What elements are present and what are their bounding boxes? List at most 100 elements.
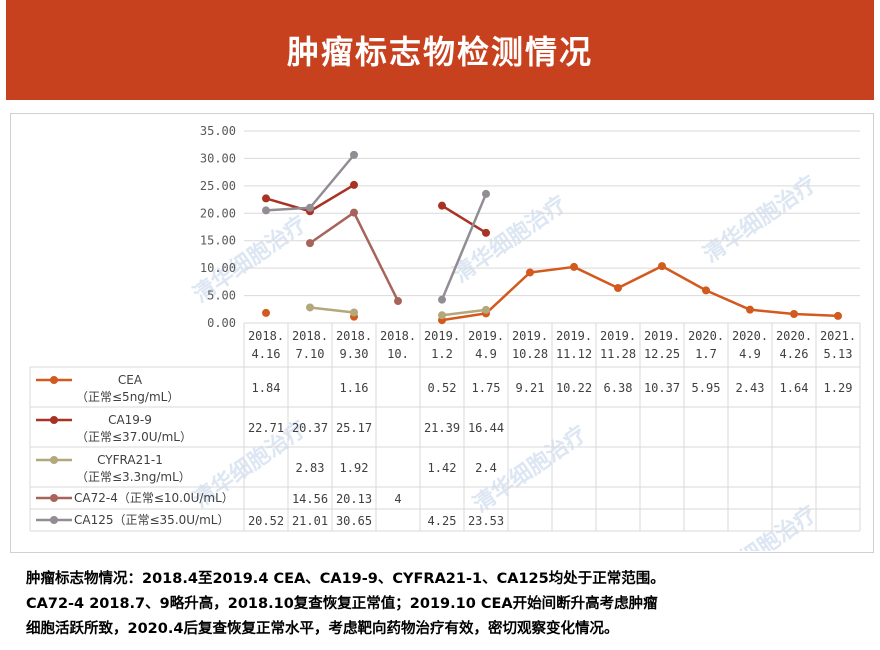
data-label-0: 1.16 bbox=[340, 381, 369, 395]
data-label-0: 1.84 bbox=[252, 381, 281, 395]
page-title: 肿瘤标志物检测情况 bbox=[286, 33, 593, 71]
data-point-2 bbox=[438, 311, 446, 320]
legend-marker-4 bbox=[50, 516, 58, 524]
y-tick-label: 35.00 bbox=[200, 124, 236, 138]
x-tick-label: 2019. bbox=[468, 329, 504, 343]
data-label-2: 2.83 bbox=[296, 461, 325, 475]
data-label-0: 10.22 bbox=[556, 381, 592, 395]
data-label-1: 21.39 bbox=[424, 421, 460, 435]
y-tick-label: 15.00 bbox=[200, 234, 236, 248]
data-label-0: 2.43 bbox=[736, 381, 765, 395]
data-label-2: 2.4 bbox=[475, 461, 497, 475]
x-tick-label: 2020. bbox=[776, 329, 812, 343]
x-tick-label: 2019. bbox=[644, 329, 680, 343]
legend-label-0: CEA bbox=[118, 373, 143, 387]
legend-marker-3 bbox=[50, 494, 58, 502]
data-point-4 bbox=[350, 150, 358, 159]
legend-marker-2 bbox=[50, 456, 58, 464]
data-label-0: 1.64 bbox=[780, 381, 809, 395]
data-label-1: 25.17 bbox=[336, 421, 372, 435]
summary-line-2: CA72-4 2018.7、9略升高，2018.10复查恢复正常值；2019.1… bbox=[26, 596, 658, 612]
legend-marker-1 bbox=[50, 416, 58, 424]
data-label-0: 6.38 bbox=[604, 381, 633, 395]
series-line-3 bbox=[309, 211, 400, 302]
y-tick-label: 5.00 bbox=[207, 289, 236, 303]
x-tick-label: 12.25 bbox=[644, 347, 680, 361]
x-tick-label: 4.9 bbox=[739, 347, 761, 361]
data-label-0: 0.52 bbox=[428, 381, 457, 395]
data-label-0: 1.75 bbox=[472, 381, 501, 395]
data-label-4: 30.65 bbox=[336, 514, 372, 528]
x-tick-label: 2019. bbox=[424, 329, 460, 343]
data-point-3 bbox=[306, 239, 314, 248]
x-tick-label: 2018. bbox=[380, 329, 416, 343]
x-tick-label: 2019. bbox=[556, 329, 592, 343]
x-tick-label: 2020. bbox=[732, 329, 768, 343]
data-point-0 bbox=[658, 262, 666, 271]
x-tick-label: 1.2 bbox=[431, 347, 453, 361]
data-point-0 bbox=[614, 284, 622, 293]
data-label-0: 9.21 bbox=[516, 381, 545, 395]
data-label-1: 20.37 bbox=[292, 421, 328, 435]
x-tick-label: 2021. bbox=[820, 329, 856, 343]
series-line-4 bbox=[440, 193, 488, 301]
data-point-1 bbox=[262, 194, 270, 203]
x-tick-label: 4.9 bbox=[475, 347, 497, 361]
legend-label-2: CYFRA21-1 bbox=[97, 453, 163, 467]
x-tick-label: 7.10 bbox=[296, 347, 325, 361]
data-point-4 bbox=[482, 189, 490, 198]
x-tick-label: 2018. bbox=[292, 329, 328, 343]
legend-label-0: （正常≤5ng/mL） bbox=[76, 390, 179, 404]
series-line-2 bbox=[441, 308, 487, 317]
data-point-1 bbox=[438, 201, 446, 210]
summary-line-1: 肿瘤标志物情况：2018.4至2019.4 CEA、CA19-9、CYFRA21… bbox=[26, 571, 665, 587]
x-tick-label: 2019. bbox=[600, 329, 636, 343]
data-point-2 bbox=[350, 308, 358, 317]
data-label-1: 16.44 bbox=[468, 421, 504, 435]
x-tick-label: 4.26 bbox=[780, 347, 809, 361]
legend-label-1: （正常≤37.0U/mL） bbox=[76, 430, 192, 444]
series-line-1 bbox=[441, 204, 487, 234]
data-label-3: 14.56 bbox=[292, 492, 328, 506]
y-tick-label: 30.00 bbox=[200, 151, 236, 165]
data-label-4: 21.01 bbox=[292, 514, 328, 528]
x-tick-label: 2018. bbox=[336, 329, 372, 343]
data-label-0: 5.95 bbox=[692, 381, 721, 395]
data-label-0: 10.37 bbox=[644, 381, 680, 395]
data-point-3 bbox=[350, 208, 358, 217]
x-tick-label: 5.13 bbox=[824, 347, 853, 361]
x-tick-label: 10. bbox=[387, 347, 409, 361]
data-label-3: 4 bbox=[394, 492, 401, 506]
y-tick-label: 25.00 bbox=[200, 179, 236, 193]
data-label-1: 22.71 bbox=[248, 421, 284, 435]
x-tick-label: 1.7 bbox=[695, 347, 717, 361]
header-banner: 肿瘤标志物检测情况 bbox=[6, 0, 874, 100]
x-tick-label: 11.28 bbox=[600, 347, 636, 361]
data-point-1 bbox=[482, 228, 490, 237]
x-tick-label: 10.28 bbox=[512, 347, 548, 361]
legend-label-1: CA19-9 bbox=[108, 413, 152, 427]
watermark-5: 清华细胞治疗 bbox=[699, 501, 822, 551]
x-tick-label: 4.16 bbox=[252, 347, 281, 361]
y-tick-label: 10.00 bbox=[200, 261, 236, 275]
data-point-0 bbox=[790, 310, 798, 319]
data-point-4 bbox=[438, 295, 446, 304]
summary-text: 肿瘤标志物情况：2018.4至2019.4 CEA、CA19-9、CYFRA21… bbox=[26, 567, 856, 642]
data-point-2 bbox=[482, 305, 490, 314]
data-label-4: 20.52 bbox=[248, 514, 284, 528]
legend-label-2: （正常≤3.3ng/mL） bbox=[76, 470, 191, 484]
data-label-2: 1.42 bbox=[428, 461, 457, 475]
summary-line-3: 细胞活跃所致，2020.4后复查恢复正常水平，考虑靶向药物治疗有效，密切观察变化… bbox=[26, 621, 619, 637]
data-point-3 bbox=[394, 297, 402, 306]
data-point-0 bbox=[834, 311, 842, 320]
data-point-0 bbox=[746, 305, 754, 314]
legend-label-3: CA72-4（正常≤10.0U/mL） bbox=[74, 491, 234, 505]
legend-marker-0 bbox=[50, 376, 58, 384]
data-label-3: 20.13 bbox=[336, 492, 372, 506]
legend-label-4: CA125（正常≤35.0U/mL） bbox=[74, 513, 229, 527]
data-label-4: 4.25 bbox=[428, 514, 457, 528]
data-label-0: 1.29 bbox=[824, 381, 853, 395]
series-line-0 bbox=[441, 264, 839, 322]
data-label-4: 23.53 bbox=[468, 514, 504, 528]
